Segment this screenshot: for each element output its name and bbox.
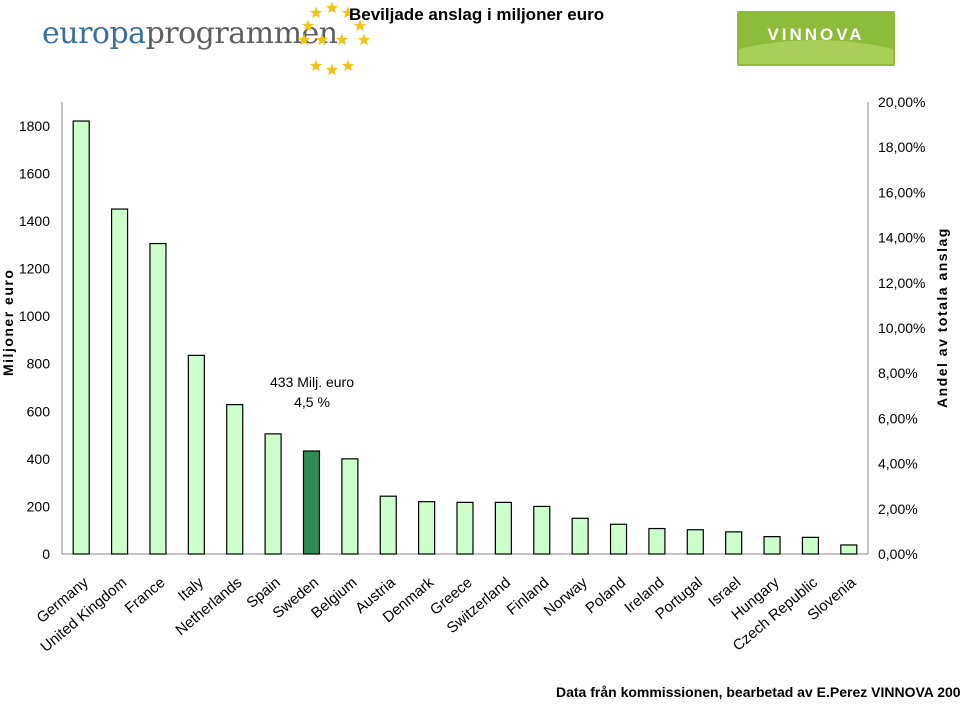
- bar-belgium: [341, 458, 359, 555]
- bar-switzerland: [494, 501, 512, 555]
- x-tick-label: Norway: [541, 574, 591, 620]
- bar-portugal: [686, 529, 704, 555]
- bar-italy: [187, 354, 205, 555]
- bar-finland: [533, 505, 551, 555]
- y2-tick-label: 0,00%: [878, 546, 918, 562]
- y-tick-label: 1200: [19, 261, 50, 277]
- eu-stars-icon: [297, 1, 371, 76]
- y2-tick-label: 16,00%: [878, 184, 925, 200]
- y-tick-label: 200: [27, 498, 51, 514]
- bar-poland: [609, 523, 628, 555]
- y-tick-label: 1600: [19, 165, 50, 181]
- annotation-amount: 433 Milj. euro: [269, 374, 355, 390]
- y-tick-label: 400: [27, 451, 51, 467]
- eu-star-2: [353, 19, 367, 32]
- eu-star-8: [301, 19, 315, 32]
- bar-denmark: [418, 501, 436, 555]
- bar-france: [149, 242, 167, 555]
- bar-hungary: [763, 536, 781, 555]
- y2-tick-label: 18,00%: [878, 139, 925, 155]
- logo-text-part2: programmen: [145, 16, 339, 51]
- eu-star-5: [325, 63, 339, 76]
- bar-greece: [456, 501, 474, 555]
- eu-star-11: [335, 33, 349, 46]
- eu-star-7: [297, 33, 311, 46]
- bar-germany: [72, 120, 90, 555]
- bar-austria: [379, 495, 397, 555]
- y-tick-label: 600: [27, 403, 51, 419]
- eu-star-10: [315, 33, 329, 46]
- bar-israel: [725, 531, 743, 555]
- y2-tick-label: 20,00%: [878, 94, 925, 110]
- eu-star-9: [309, 6, 323, 19]
- y-tick-label: 1400: [19, 213, 50, 229]
- y-tick-label: 0: [42, 546, 50, 562]
- y2-tick-label: 14,00%: [878, 230, 925, 246]
- bar-netherlands: [226, 404, 244, 555]
- y2-tick-label: 4,00%: [878, 456, 918, 472]
- y2-tick-label: 2,00%: [878, 501, 918, 517]
- eu-star-1: [341, 6, 355, 19]
- bar-united-kingdom: [110, 208, 129, 555]
- vinnova-logo: VINNOVA: [737, 11, 895, 66]
- y-tick-label: 800: [27, 356, 51, 372]
- y-tick-label: 1000: [19, 308, 50, 324]
- vinnova-logo-text: VINNOVA: [767, 25, 864, 44]
- bar-slovenia: [840, 544, 858, 555]
- logo-text-part1: europa: [42, 16, 146, 51]
- eu-star-0: [325, 1, 339, 14]
- chart-title: Beviljade anslag i miljoner euro: [349, 5, 605, 24]
- y2-tick-label: 6,00%: [878, 410, 918, 426]
- y-tick-label: 1800: [19, 118, 50, 134]
- x-tick-label: Poland: [582, 574, 629, 617]
- y2-tick-label: 8,00%: [878, 365, 918, 381]
- eu-star-6: [309, 59, 323, 72]
- x-tick-label: France: [122, 574, 169, 617]
- y2-tick-label: 10,00%: [878, 320, 925, 336]
- bar-spain: [264, 433, 282, 555]
- bar-norway: [571, 517, 589, 555]
- annotation-share: 4,5 %: [294, 394, 330, 410]
- eu-star-4: [341, 59, 355, 72]
- bar-sweden: [302, 450, 321, 555]
- eu-star-3: [357, 33, 371, 46]
- y2-tick-label: 12,00%: [878, 275, 925, 291]
- bar-ireland: [648, 527, 666, 555]
- europaprogrammen-logo: europaprogrammen: [42, 14, 338, 54]
- bar-czech-republic: [801, 536, 820, 555]
- source-note: Data från kommissionen, bearbetad av E.P…: [556, 684, 960, 700]
